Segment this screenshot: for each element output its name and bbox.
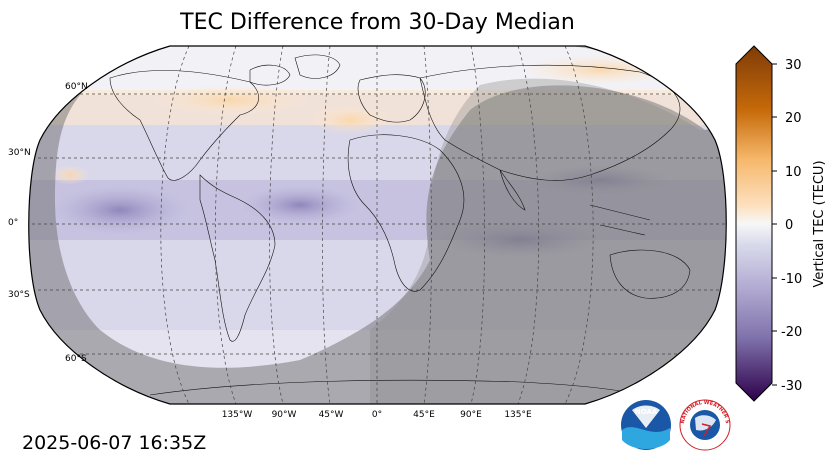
coastlines: [109, 54, 691, 396]
colorbar-tick-label: -20: [781, 325, 802, 340]
colorbar-tick-label: 10: [785, 165, 802, 180]
timestamp: 2025-06-07 16:35Z: [22, 432, 207, 454]
lat-label: 60°N: [65, 82, 88, 92]
lon-label: 45°E: [413, 410, 435, 420]
lat-label: 30°N: [8, 148, 31, 158]
colorbar: 30 20 10 0 -10 -20 -30 Vertical TEC (TEC…: [735, 45, 827, 402]
colorbar-tick-label: -10: [781, 272, 802, 287]
lon-label: 90°W: [272, 410, 297, 420]
colorbar-tick-label: 20: [785, 111, 802, 126]
lat-labels: 60°N 30°N 0° 30°S 60°S: [8, 82, 88, 364]
map-title: TEC Difference from 30-Day Median: [180, 10, 575, 35]
lon-label: 0°: [372, 410, 382, 420]
lat-label: 60°S: [65, 354, 87, 364]
lon-label: 45°W: [319, 410, 344, 420]
lon-labels: 135°W 90°W 45°W 0° 45°E 90°E 135°E: [222, 410, 532, 420]
colorbar-ticks: [772, 63, 777, 386]
lon-label: 135°E: [504, 410, 532, 420]
graticule: [28, 46, 727, 404]
colorbar-label: Vertical TEC (TECU): [812, 160, 827, 287]
tec-field: [28, 46, 727, 404]
lat-label: 0°: [8, 218, 18, 228]
lon-label: 135°W: [222, 410, 253, 420]
colorbar-tick-label: 0: [785, 218, 793, 233]
lon-label: 90°E: [460, 410, 482, 420]
night-shading: [28, 46, 727, 404]
colorbar-tick-label: -30: [781, 379, 802, 394]
noaa-logo-text: NOAA: [635, 408, 658, 416]
colorbar-tick-label: 30: [785, 58, 802, 73]
noaa-logo: NOAA: [621, 400, 671, 450]
lat-label: 30°S: [8, 290, 30, 300]
